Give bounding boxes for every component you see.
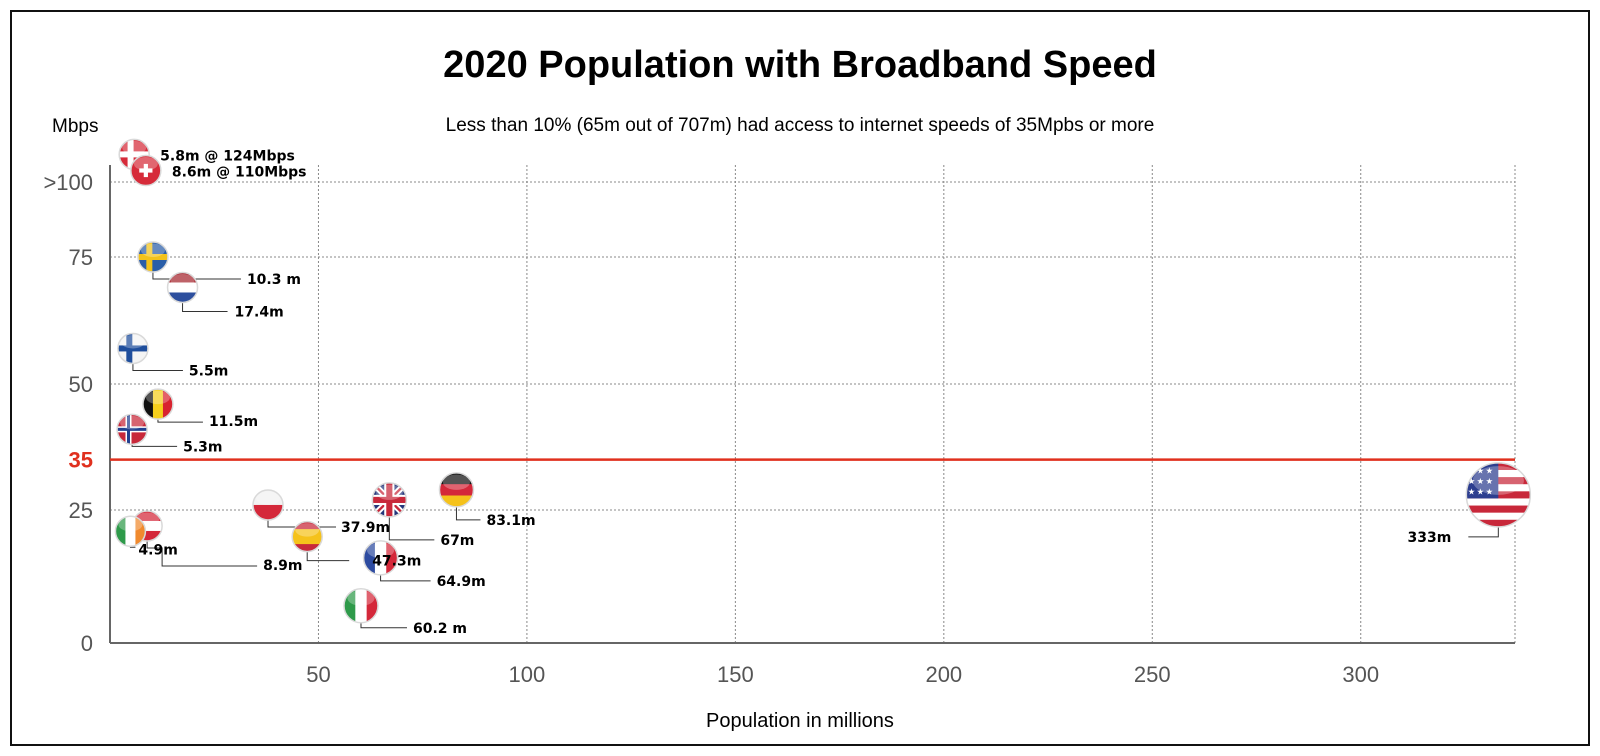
- point-label: 67m: [440, 533, 474, 549]
- x-tick-label: 150: [717, 662, 754, 687]
- norway-flag-icon: [116, 413, 148, 446]
- point-label: 37.9m: [341, 520, 390, 536]
- svg-text:★: ★: [1486, 476, 1493, 486]
- point-label: 17.4m: [235, 304, 284, 320]
- leader-line: [146, 540, 258, 567]
- leader-line: [380, 574, 431, 582]
- y-axis-label: Mbps: [52, 116, 99, 137]
- svg-text:★: ★: [1468, 487, 1475, 497]
- leader-line: [182, 302, 228, 312]
- svg-text:★: ★: [1486, 465, 1493, 475]
- y-tick-label: >100: [43, 170, 93, 195]
- ireland-flag-icon: [114, 515, 147, 548]
- y-tick-label: 25: [69, 498, 93, 523]
- point-label: 60.2 m: [413, 621, 467, 637]
- leader-line: [157, 419, 203, 423]
- x-tick-label: 250: [1134, 662, 1171, 687]
- point-label: 333m: [1408, 530, 1452, 546]
- threshold-label: 35: [69, 448, 93, 473]
- point-label: 5.3m: [183, 439, 222, 455]
- y-tick-label: 0: [81, 631, 93, 656]
- point-label: 47.3m: [372, 554, 421, 570]
- svg-text:★: ★: [1468, 476, 1475, 486]
- y-tick-label: 50: [69, 372, 93, 397]
- x-tick-label: 300: [1342, 662, 1379, 687]
- germany-flag-icon: [438, 472, 475, 508]
- svg-text:★: ★: [1477, 465, 1484, 475]
- uk-flag-icon: [371, 482, 408, 518]
- x-axis-label: Population in millions: [706, 710, 894, 732]
- leader-line: [360, 622, 407, 629]
- sweden-flag-icon: [137, 241, 169, 273]
- switzerland-flag-icon: [130, 154, 162, 187]
- belgium-flag-icon: [142, 388, 174, 420]
- svg-text:★: ★: [1477, 487, 1484, 497]
- x-tick-label: 200: [925, 662, 962, 687]
- point-label: 4.9m: [138, 542, 177, 558]
- point-label: 5.8m @ 124Mbps: [160, 148, 295, 164]
- spain-flag-icon: [291, 520, 323, 553]
- leader-line: [306, 551, 350, 562]
- point-label: 10.3 m: [247, 272, 301, 288]
- chart-frame: [10, 10, 1590, 746]
- y-tick-label: 75: [69, 245, 93, 270]
- point-label: 83.1m: [486, 513, 535, 529]
- usa-flag-icon: ★ ★ ★★ ★ ★★ ★ ★: [1465, 462, 1532, 528]
- leader-line: [152, 272, 241, 280]
- leader-line: [1468, 526, 1499, 538]
- chart-subtitle: Less than 10% (65m out of 707m) had acce…: [445, 115, 1155, 136]
- italy-flag-icon: [343, 588, 379, 624]
- france-flag-icon: [362, 540, 399, 576]
- leader-line: [132, 363, 183, 371]
- chart-title: 2020 Population with Broadband Speed: [443, 44, 1157, 86]
- x-tick-label: 100: [509, 662, 546, 687]
- leader-line: [455, 506, 481, 521]
- point-label: 64.9m: [437, 574, 486, 590]
- netherlands-flag-icon: [166, 271, 199, 304]
- x-tick-label: 50: [306, 662, 330, 687]
- point-label: 8.6m @ 110Mbps: [172, 165, 307, 181]
- point-label: 5.5m: [189, 363, 228, 379]
- leader-line: [388, 516, 435, 541]
- leader-line: [131, 444, 178, 447]
- poland-flag-icon: [252, 489, 284, 521]
- svg-text:★: ★: [1486, 487, 1493, 497]
- finland-flag-icon: [117, 332, 149, 365]
- svg-text:★: ★: [1477, 476, 1484, 486]
- point-label: 8.9m: [263, 558, 302, 574]
- point-label: 11.5m: [209, 414, 258, 430]
